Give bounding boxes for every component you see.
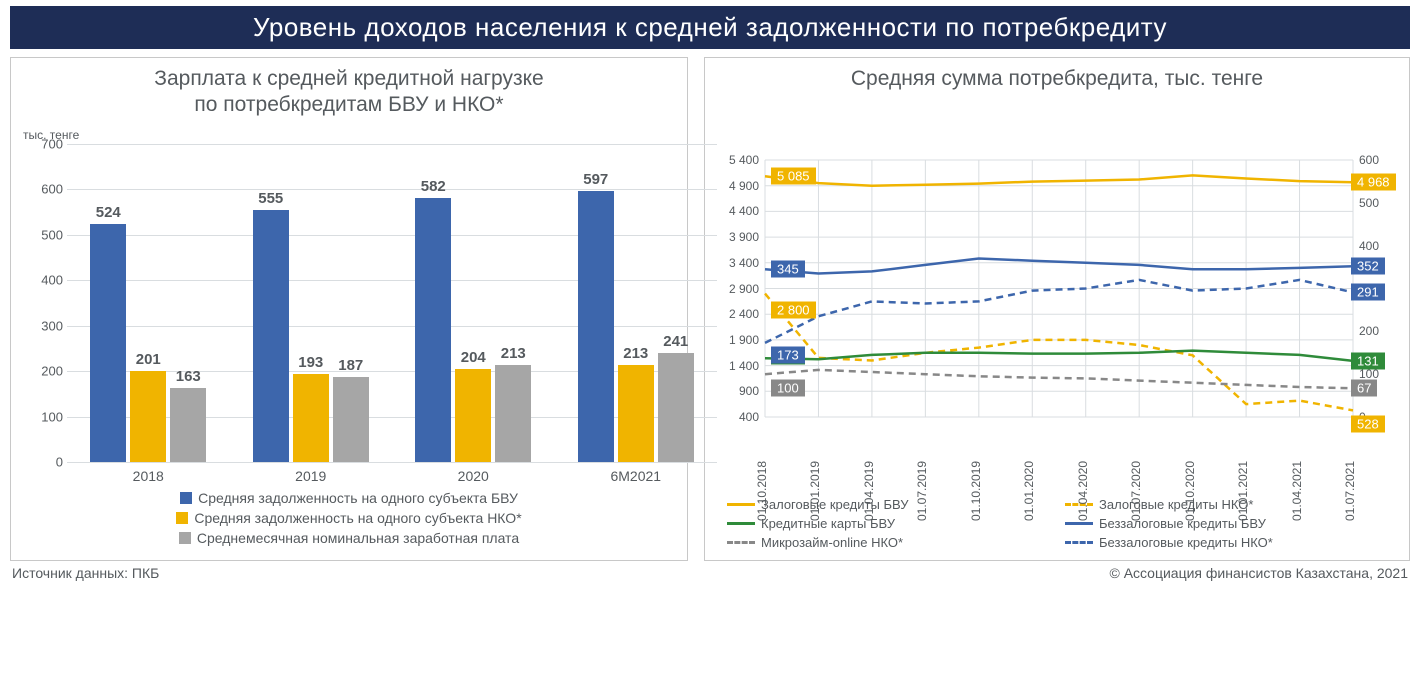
footer-source: Источник данных: ПКБ: [12, 565, 159, 581]
bar-value-label: 213: [501, 345, 526, 362]
legend-label: Залоговые кредиты БВУ: [761, 497, 908, 512]
series-micro_nko: [765, 370, 1353, 388]
value-badge-zalog_bvu-start: 5 085: [771, 168, 816, 185]
bar-value-label: 241: [663, 333, 688, 350]
series-bezz_bvu: [765, 259, 1353, 274]
y-tick: 300: [23, 318, 63, 333]
bar-bvu: 597: [578, 191, 614, 462]
legend-swatch: [179, 532, 191, 544]
bar-wage: 241: [658, 353, 694, 462]
legend-line-swatch: [727, 541, 755, 544]
series-zalog_bvu: [765, 175, 1353, 185]
series-zalog_nko: [765, 294, 1353, 411]
line-svg: [717, 156, 1397, 491]
value-badge-zalog_nko-start: 2 800: [771, 301, 816, 318]
y-tick: 600: [23, 182, 63, 197]
bar-chart-panel: Зарплата к средней кредитной нагрузкепо …: [10, 57, 688, 561]
bar-value-label: 213: [623, 345, 648, 362]
legend-line-swatch: [727, 503, 755, 506]
value-badge-micro_nko-start: 100: [771, 380, 805, 397]
bar-wage: 213: [495, 365, 531, 462]
legend-label: Беззалоговые кредиты НКО*: [1099, 535, 1273, 550]
bar-group: 555193187: [249, 210, 373, 462]
bar-value-label: 555: [258, 190, 283, 207]
legend-item: Микрозайм-online НКО*: [727, 535, 1049, 550]
footer-copyright: © Ассоциация финансистов Казахстана, 202…: [1109, 565, 1408, 581]
bar-value-label: 193: [298, 354, 323, 371]
legend-line-swatch: [1065, 541, 1093, 544]
legend-item: Беззалоговые кредиты НКО*: [1065, 535, 1387, 550]
line-chart-title: Средняя сумма потребкредита, тыс. тенге: [717, 66, 1397, 120]
legend-swatch: [176, 512, 188, 524]
legend-label: Залоговые кредиты НКО*: [1099, 497, 1253, 512]
value-badge-card_bvu-end: 131: [1351, 352, 1385, 369]
bar-value-label: 201: [136, 351, 161, 368]
y-tick: 100: [23, 409, 63, 424]
bar-wage: 163: [170, 388, 206, 462]
bar-legend: Средняя задолженность на одного субъекта…: [23, 490, 675, 546]
legend-line-swatch: [727, 522, 755, 525]
value-badge-bezz_bvu-end: 352: [1351, 258, 1385, 275]
legend-line-swatch: [1065, 522, 1093, 525]
gridline: [67, 462, 717, 463]
y-tick: 700: [23, 137, 63, 152]
bar-plot: 524201163555193187582204213597213241 010…: [23, 144, 675, 484]
value-badge-bezz_nko-end: 291: [1351, 284, 1385, 301]
y-tick: 500: [23, 227, 63, 242]
value-badge-zalog_bvu-end: 4 968: [1351, 174, 1396, 191]
bar-group: 597213241: [574, 191, 698, 462]
bar-bvu: 582: [415, 198, 451, 462]
legend-swatch: [180, 492, 192, 504]
bar-nko: 193: [293, 374, 329, 462]
y-tick: 200: [23, 364, 63, 379]
bar-value-label: 582: [421, 178, 446, 195]
legend-item: Кредитные карты БВУ: [727, 516, 1049, 531]
legend-item: Среднемесячная номинальная заработная пл…: [179, 530, 519, 546]
legend-item: Беззалоговые кредиты БВУ: [1065, 516, 1387, 531]
legend-item: Средняя задолженность на одного субъекта…: [176, 510, 521, 526]
bar-chart-title: Зарплата к средней кредитной нагрузкепо …: [23, 66, 675, 120]
value-badge-micro_nko-end: 67: [1351, 380, 1377, 397]
x-tick: 6М2021: [610, 468, 661, 484]
bar-nko: 213: [618, 365, 654, 462]
series-card_bvu: [765, 351, 1353, 361]
charts-row: Зарплата к средней кредитной нагрузкепо …: [0, 57, 1420, 561]
value-badge-bezz_bvu-start: 345: [771, 261, 805, 278]
legend-label: Средняя задолженность на одного субъекта…: [198, 490, 518, 506]
x-tick: 2019: [295, 468, 326, 484]
y-tick: 400: [23, 273, 63, 288]
value-badge-bezz_nko-start: 173: [771, 346, 805, 363]
header-title: Уровень доходов населения к средней задо…: [10, 6, 1410, 49]
legend-label: Среднемесячная номинальная заработная пл…: [197, 530, 519, 546]
line-plot: 4009001 4001 9002 4002 9003 4003 9004 40…: [717, 156, 1397, 491]
bar-group: 582204213: [412, 198, 536, 462]
legend-item: Средняя задолженность на одного субъекта…: [180, 490, 518, 506]
legend-label: Микрозайм-online НКО*: [761, 535, 903, 550]
legend-item: Залоговые кредиты БВУ: [727, 497, 1049, 512]
bar-wage: 187: [333, 377, 369, 462]
series-bezz_nko: [765, 280, 1353, 343]
line-chart-panel: Средняя сумма потребкредита, тыс. тенге …: [704, 57, 1410, 561]
x-tick: 2020: [458, 468, 489, 484]
bar-group: 524201163: [87, 224, 211, 462]
bar-value-label: 524: [96, 204, 121, 221]
bar-nko: 201: [130, 371, 166, 462]
bar-value-label: 187: [338, 357, 363, 374]
legend-label: Средняя задолженность на одного субъекта…: [194, 510, 521, 526]
bar-bvu: 555: [253, 210, 289, 462]
footer: Источник данных: ПКБ © Ассоциация финанс…: [0, 561, 1420, 581]
bar-value-label: 163: [176, 368, 201, 385]
bar-nko: 204: [455, 369, 491, 462]
bar-value-label: 204: [461, 349, 486, 366]
value-badge-zalog_nko-end: 528: [1351, 416, 1385, 433]
y-tick: 0: [23, 455, 63, 470]
bar-bvu: 524: [90, 224, 126, 462]
bar-value-label: 597: [583, 171, 608, 188]
x-tick: 2018: [133, 468, 164, 484]
legend-item: Залоговые кредиты НКО*: [1065, 497, 1387, 512]
bar-chart-unit: тыс. тенге: [23, 128, 675, 142]
gridline: [67, 144, 717, 145]
